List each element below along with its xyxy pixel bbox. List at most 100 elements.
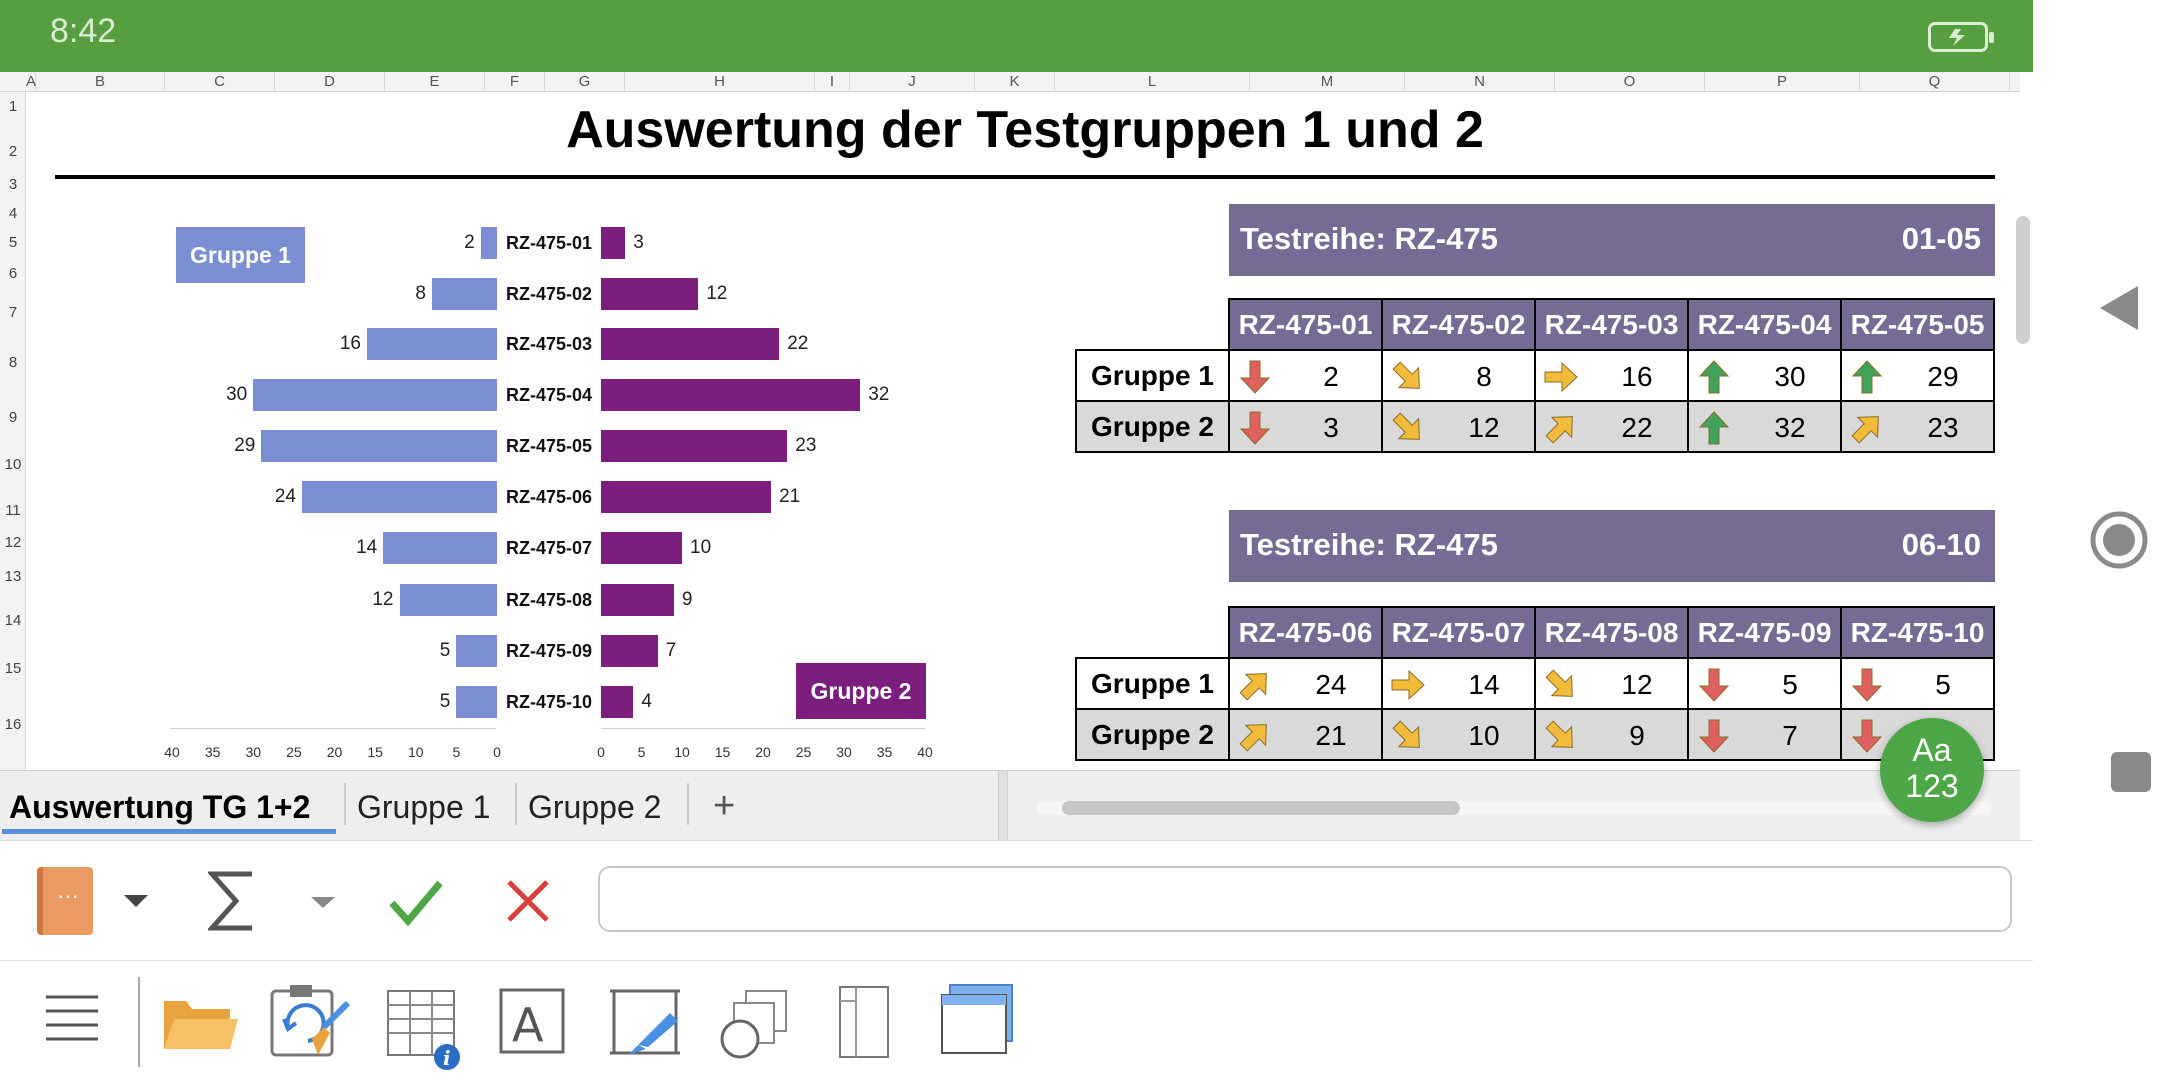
table-info-icon[interactable]: i <box>384 987 466 1071</box>
arrow-up-right-yellow-icon <box>1239 673 1267 701</box>
row-header-4[interactable]: 4 <box>8 205 18 222</box>
horizontal-scrollbar-thumb[interactable] <box>1062 801 1460 815</box>
column-header-o[interactable]: O <box>1555 72 1705 92</box>
chevron-down-icon[interactable] <box>310 895 336 909</box>
column-header[interactable]: RZ-475-09 <box>1687 606 1842 659</box>
value-cell[interactable]: 21 <box>1228 708 1383 761</box>
recents-icon[interactable] <box>2111 752 2151 792</box>
value-cell[interactable]: 5 <box>1840 657 1995 710</box>
row-header-10[interactable]: 10 <box>4 456 22 473</box>
row-label[interactable]: Gruppe 1 <box>1075 349 1230 402</box>
row-header-1[interactable]: 1 <box>8 98 18 115</box>
value-cell[interactable]: 16 <box>1534 349 1689 402</box>
vertical-scrollbar[interactable] <box>2016 216 2030 344</box>
column-header[interactable]: RZ-475-07 <box>1381 606 1536 659</box>
folder-icon[interactable] <box>160 991 240 1053</box>
column-header[interactable]: RZ-475-04 <box>1687 298 1842 351</box>
column-header[interactable]: RZ-475-05 <box>1840 298 1995 351</box>
column-header-i[interactable]: I <box>815 72 850 92</box>
tab-auswertung[interactable]: Auswertung TG 1+2 <box>9 789 311 825</box>
tab-gruppe-1[interactable]: Gruppe 1 <box>357 789 491 825</box>
value-cell[interactable]: 12 <box>1381 400 1536 453</box>
value-cell[interactable]: 29 <box>1840 349 1995 402</box>
arrow-down-right-yellow-icon <box>1392 720 1420 748</box>
row-header-7[interactable]: 7 <box>8 304 18 321</box>
column-header-q[interactable]: Q <box>1860 72 2010 92</box>
window-view-icon[interactable] <box>940 983 1014 1055</box>
value-cell[interactable]: 10 <box>1381 708 1536 761</box>
row-label[interactable]: Gruppe 1 <box>1075 657 1230 710</box>
column-header[interactable]: RZ-475-01 <box>1228 298 1383 351</box>
category-label: RZ-475-05 <box>505 436 593 456</box>
sum-icon[interactable] <box>208 868 256 934</box>
clipboard-brush-icon[interactable] <box>268 981 354 1061</box>
cancel-x-icon[interactable] <box>505 878 551 924</box>
column-header[interactable]: RZ-475-10 <box>1840 606 1995 659</box>
column-header[interactable]: RZ-475-08 <box>1534 606 1689 659</box>
column-header-l[interactable]: L <box>1055 72 1250 92</box>
page-layout-icon[interactable] <box>834 983 894 1061</box>
tab-gruppe-2[interactable]: Gruppe 2 <box>528 789 662 825</box>
value-cell[interactable]: 5 <box>1687 657 1842 710</box>
row-header-15[interactable]: 15 <box>4 660 22 677</box>
arrow-up-green-icon <box>1851 360 1883 394</box>
value-cell[interactable]: 7 <box>1687 708 1842 761</box>
cell-format-button[interactable]: ··· <box>37 867 93 935</box>
confirm-check-icon[interactable] <box>388 877 444 927</box>
column-header-d[interactable]: D <box>275 72 385 92</box>
row-header-8[interactable]: 8 <box>8 354 18 371</box>
column-header-p[interactable]: P <box>1705 72 1860 92</box>
row-label[interactable]: Gruppe 2 <box>1075 400 1230 453</box>
column-header[interactable]: RZ-475-06 <box>1228 606 1383 659</box>
column-header-n[interactable]: N <box>1405 72 1555 92</box>
row-header-5[interactable]: 5 <box>8 234 18 251</box>
butterfly-bar-chart[interactable]: Gruppe 1 Gruppe 2 2 3 RZ-475-01 8 12 RZ-475-0… <box>0 0 1000 770</box>
data-label-gruppe-1: 24 <box>274 486 296 507</box>
column-header[interactable]: RZ-475-03 <box>1534 298 1689 351</box>
value-cell[interactable]: 3 <box>1228 400 1383 453</box>
row-header-13[interactable]: 13 <box>4 568 22 585</box>
value-cell[interactable]: 22 <box>1534 400 1689 453</box>
value-cell[interactable]: 2 <box>1228 349 1383 402</box>
value-cell[interactable]: 24 <box>1228 657 1383 710</box>
insert-picture-icon[interactable] <box>608 985 684 1059</box>
column-header-k[interactable]: K <box>975 72 1055 92</box>
cell-value: 3 <box>1323 412 1339 443</box>
fab-line-1: Aa <box>1912 732 1952 768</box>
value-cell[interactable]: 9 <box>1534 708 1689 761</box>
column-header-b[interactable]: B <box>36 72 165 92</box>
row-header-9[interactable]: 9 <box>8 409 18 426</box>
value-cell[interactable]: 8 <box>1381 349 1536 402</box>
row-header-16[interactable]: 16 <box>4 716 22 733</box>
column-header[interactable]: RZ-475-02 <box>1381 298 1536 351</box>
text-box-icon[interactable]: A <box>498 987 568 1057</box>
menu-icon[interactable] <box>44 991 100 1047</box>
row-header-2[interactable]: 2 <box>8 143 18 160</box>
formula-input[interactable] <box>598 866 2012 932</box>
column-header-g[interactable]: G <box>545 72 625 92</box>
row-header-11[interactable]: 11 <box>5 502 21 519</box>
column-header-j[interactable]: J <box>850 72 975 92</box>
row-header-14[interactable]: 14 <box>4 612 22 629</box>
value-cell[interactable]: 12 <box>1534 657 1689 710</box>
home-icon[interactable] <box>2090 511 2148 569</box>
value-cell[interactable]: 14 <box>1381 657 1536 710</box>
value-cell[interactable]: 23 <box>1840 400 1995 453</box>
value-cell[interactable]: 30 <box>1687 349 1842 402</box>
add-sheet-button[interactable]: + <box>713 785 736 827</box>
back-icon[interactable] <box>2096 283 2142 333</box>
column-header-a[interactable]: A <box>26 72 37 92</box>
chevron-down-icon[interactable] <box>123 893 149 909</box>
row-header-6[interactable]: 6 <box>8 265 18 282</box>
column-header-c[interactable]: C <box>165 72 275 92</box>
shapes-icon[interactable] <box>716 987 792 1061</box>
row-header-3[interactable]: 3 <box>8 176 18 193</box>
keyboard-toggle-button[interactable]: Aa 123 <box>1880 718 1984 822</box>
row-header-12[interactable]: 12 <box>4 534 22 551</box>
column-header-e[interactable]: E <box>385 72 485 92</box>
column-header-f[interactable]: F <box>485 72 545 92</box>
column-header-h[interactable]: H <box>625 72 815 92</box>
value-cell[interactable]: 32 <box>1687 400 1842 453</box>
column-header-m[interactable]: M <box>1250 72 1405 92</box>
row-label[interactable]: Gruppe 2 <box>1075 708 1230 761</box>
